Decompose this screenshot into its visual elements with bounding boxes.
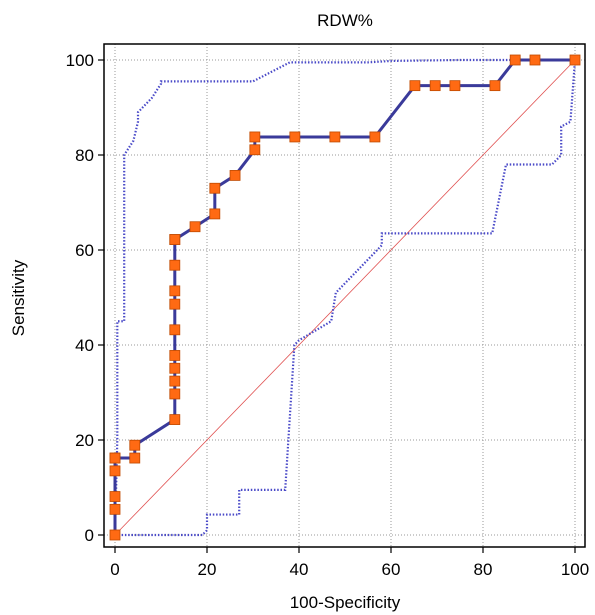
reference-diagonal	[114, 59, 576, 536]
y-tick-label: 20	[75, 431, 94, 450]
ci-lower-curve	[115, 59, 577, 537]
y-tick-label: 40	[75, 336, 94, 355]
chart-title: RDW%	[317, 11, 373, 30]
y-tick-label: 0	[85, 526, 94, 545]
roc-point	[189, 221, 201, 233]
roc-point	[169, 234, 181, 245]
roc-point	[169, 285, 181, 297]
roc-markers	[109, 54, 581, 541]
roc-point	[169, 324, 181, 336]
x-tick-label: 40	[290, 560, 309, 579]
roc-point	[169, 298, 181, 310]
ci-upper-curve	[113, 58, 575, 536]
x-axis-label: 100-Specificity	[290, 593, 401, 612]
roc-point	[169, 362, 181, 374]
roc-point	[109, 452, 121, 464]
plot-frame	[103, 43, 586, 548]
roc-point	[169, 388, 181, 400]
roc-point	[249, 144, 261, 156]
roc-point	[569, 54, 581, 66]
x-tick-label: 80	[474, 560, 493, 579]
y-tick-label: 100	[66, 51, 94, 70]
roc-point	[429, 80, 441, 92]
roc-point	[109, 529, 121, 541]
roc-point	[509, 54, 521, 66]
roc-point	[249, 131, 261, 143]
x-tick-label: 100	[561, 560, 589, 579]
roc-point	[109, 491, 121, 502]
roc-point	[209, 182, 221, 194]
roc-point	[409, 80, 421, 92]
roc-point	[129, 439, 141, 451]
y-tick-label: 60	[75, 241, 94, 260]
roc-point	[489, 80, 501, 92]
roc-point	[289, 131, 301, 143]
y-axis-ticks: 0 20 40 60 80 100	[66, 51, 104, 545]
roc-point	[169, 350, 181, 361]
roc-point	[329, 131, 341, 143]
grid	[104, 44, 585, 547]
roc-point	[449, 80, 461, 92]
roc-point	[369, 131, 381, 143]
roc-point	[169, 259, 181, 271]
y-axis-label: Sensitivity	[9, 259, 28, 336]
roc-point	[169, 375, 181, 387]
x-tick-label: 60	[382, 560, 401, 579]
roc-point	[529, 54, 541, 66]
y-tick-label: 80	[75, 146, 94, 165]
roc-point	[229, 170, 241, 181]
roc-point	[109, 503, 121, 515]
x-tick-label: 0	[110, 560, 119, 579]
roc-point	[109, 465, 121, 477]
roc-point	[209, 208, 221, 220]
roc-point	[129, 452, 141, 464]
x-axis-ticks: 0 20 40 60 80 100	[110, 547, 589, 579]
roc-point	[169, 414, 181, 425]
x-tick-label: 20	[198, 560, 217, 579]
